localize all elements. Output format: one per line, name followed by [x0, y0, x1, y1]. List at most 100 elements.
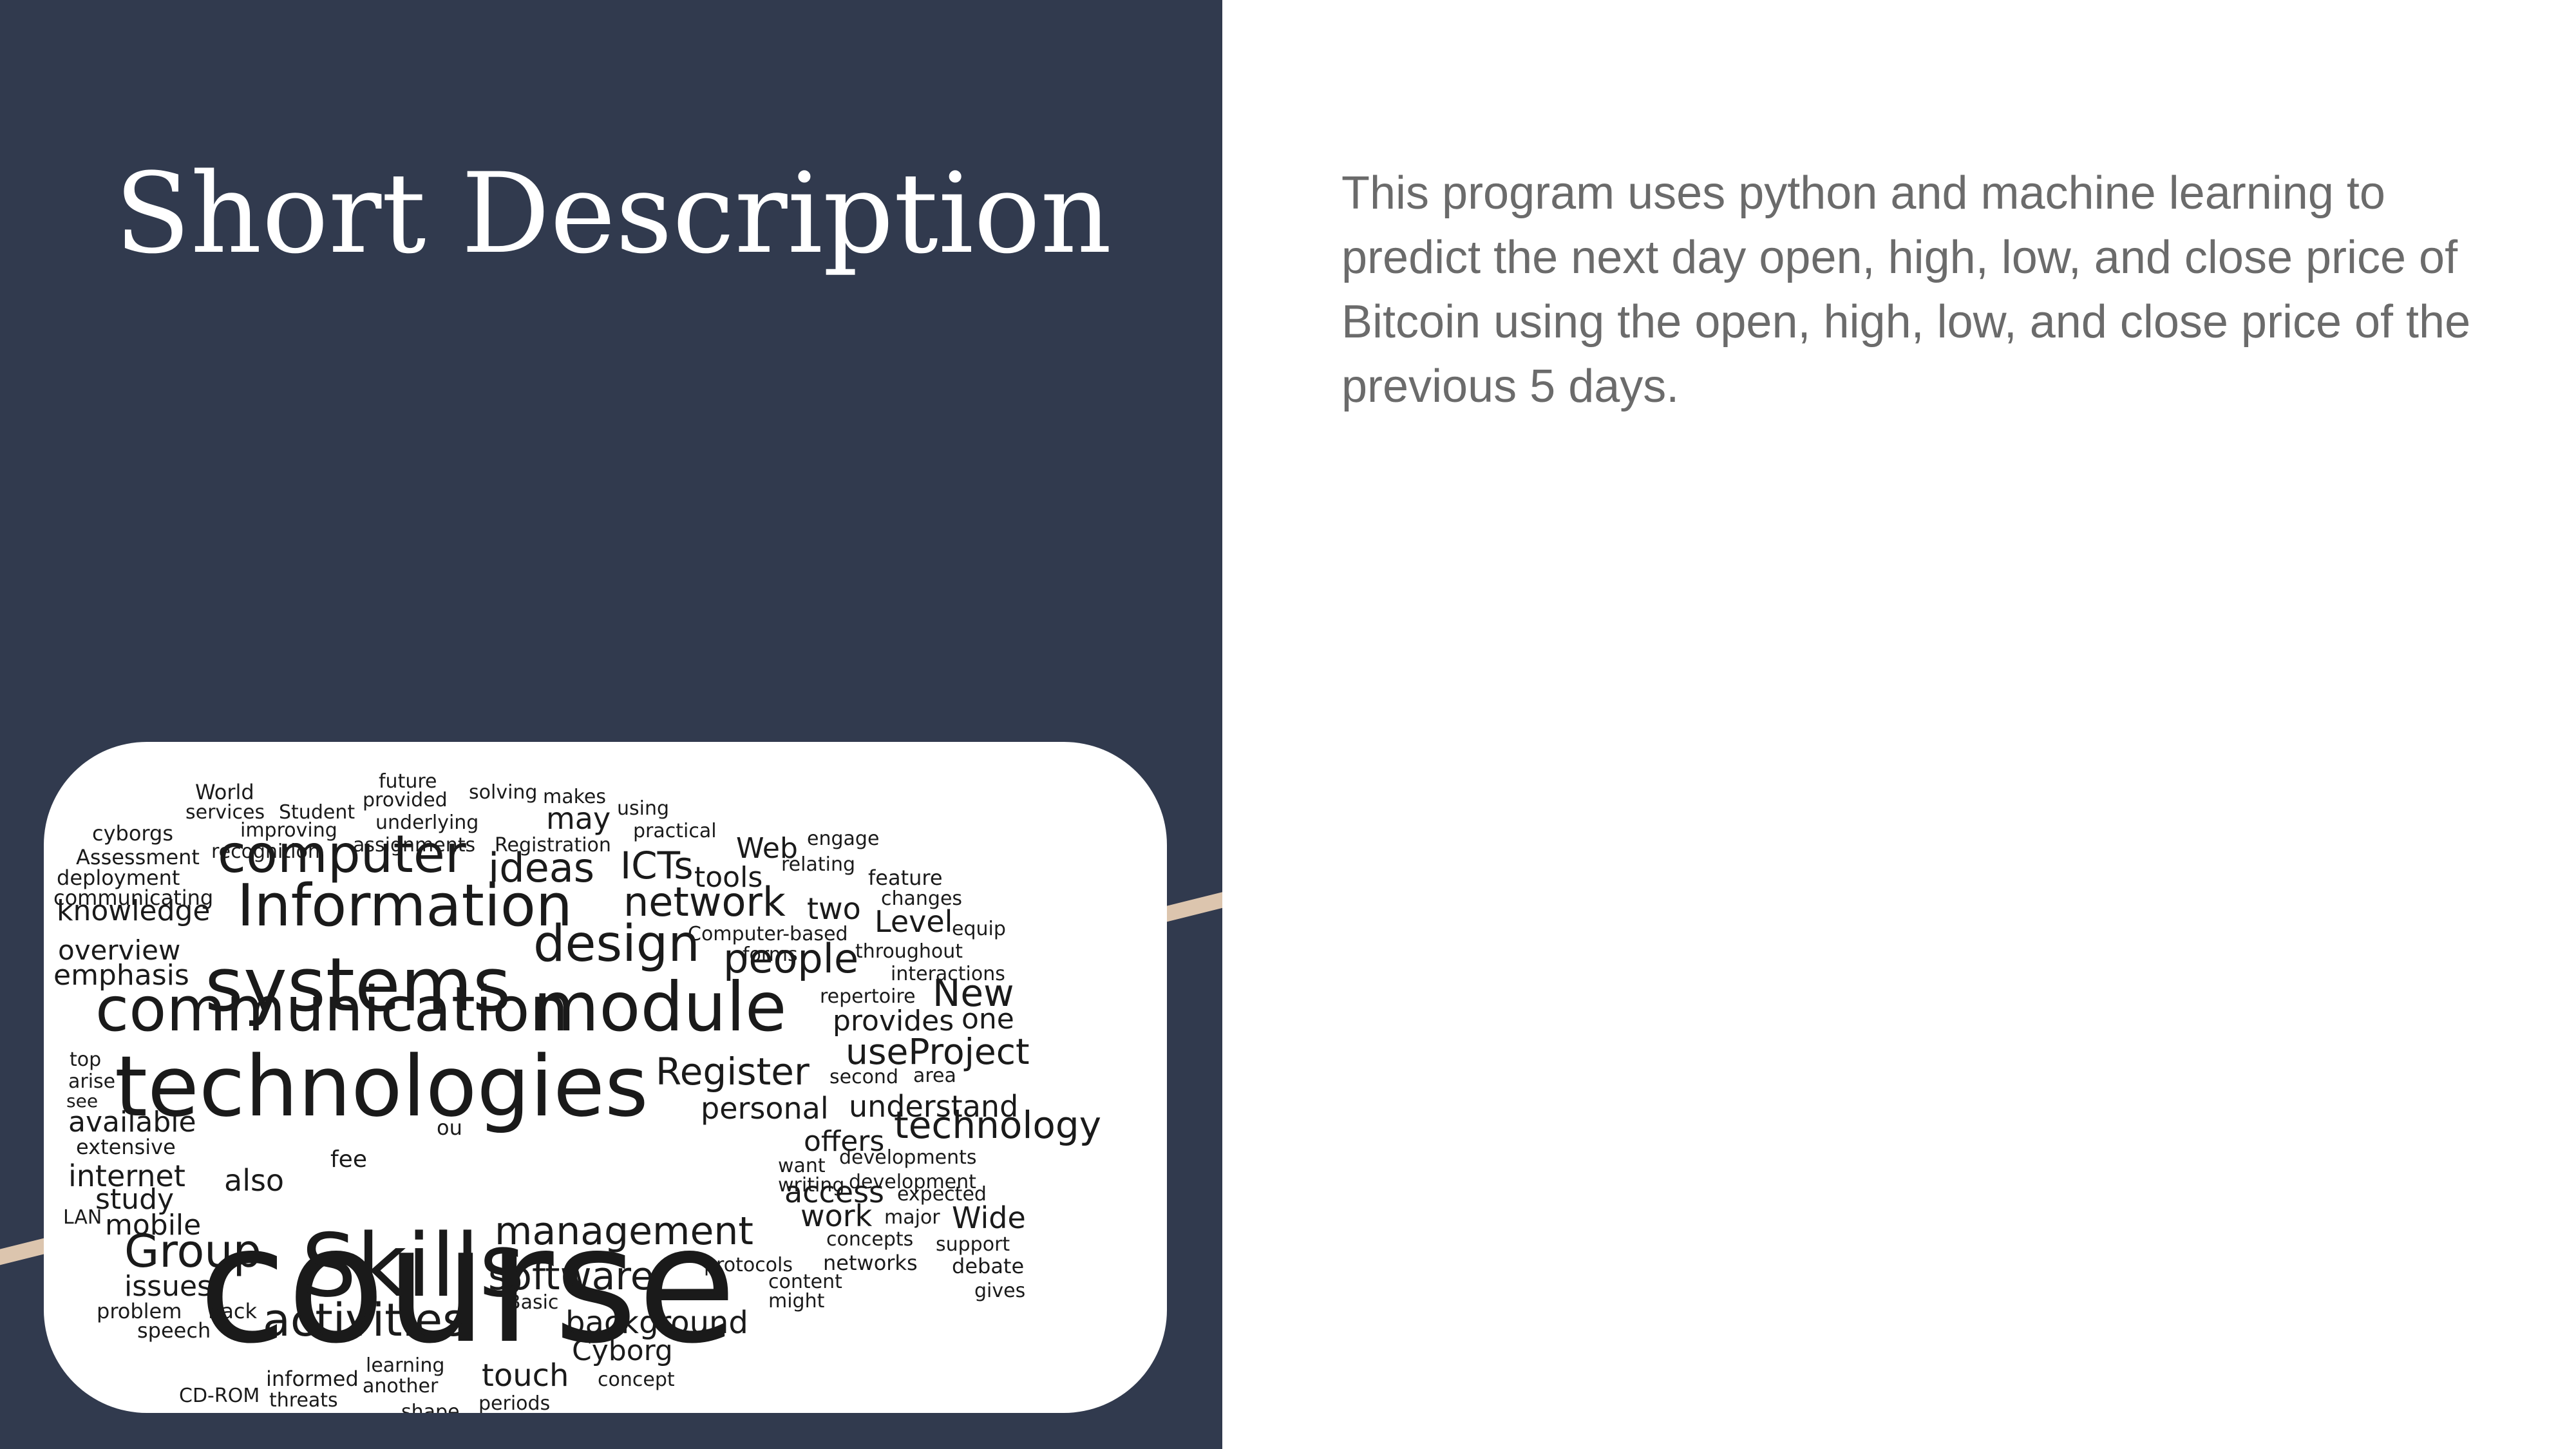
word-cloud-word: see: [66, 1090, 98, 1112]
word-cloud-word: course: [198, 1191, 737, 1379]
slide-title: Short Description: [115, 149, 1112, 278]
word-cloud-word: ou: [437, 1115, 462, 1140]
word-cloud-word: issues: [124, 1270, 212, 1303]
accent-line-right: [1157, 861, 1222, 923]
word-cloud-word: touch: [482, 1358, 569, 1394]
word-cloud-word: extensive: [76, 1135, 176, 1159]
word-cloud-word: development: [849, 1171, 976, 1193]
word-cloud-word: using: [617, 797, 669, 820]
word-cloud-word: another: [363, 1375, 439, 1397]
word-cloud-word: shape: [401, 1401, 460, 1413]
word-cloud-word: concepts: [826, 1228, 913, 1251]
word-cloud-word: top: [70, 1048, 101, 1071]
word-cloud-word: Information: [237, 872, 573, 940]
word-cloud-image: course technologies Skills systems communica…: [44, 742, 1167, 1413]
word-cloud-word: Student: [279, 801, 355, 824]
word-cloud-word: Computer-based: [688, 923, 848, 945]
word-cloud-word: want: [778, 1155, 826, 1177]
word-cloud-word: informed: [266, 1367, 359, 1391]
word-cloud-word: learning: [366, 1354, 444, 1377]
word-cloud-word: may: [546, 801, 611, 836]
word-cloud-word: communicating: [53, 886, 213, 910]
word-cloud-word: provided: [363, 789, 448, 811]
word-cloud-word: arise: [68, 1070, 115, 1093]
word-cloud-word: networks: [823, 1251, 918, 1275]
word-cloud-word: work: [800, 1198, 873, 1233]
word-cloud-word: ICTs: [620, 844, 694, 887]
word-cloud-word: LAN: [63, 1206, 102, 1229]
word-cloud-word: cyborgs: [92, 821, 173, 846]
word-cloud-word: gives: [974, 1280, 1025, 1302]
word-cloud-word: management: [495, 1209, 753, 1254]
word-cloud-word: two: [807, 891, 861, 926]
word-cloud-word: speech: [137, 1318, 211, 1343]
word-cloud-word: major: [884, 1206, 940, 1229]
word-cloud-word: network: [623, 878, 786, 925]
word-cloud-word: people: [723, 935, 858, 982]
word-cloud-word: Level: [875, 904, 952, 939]
word-cloud-word: Assessment: [76, 845, 200, 869]
word-cloud-word: makes: [543, 786, 606, 808]
word-cloud-word: emphasis: [53, 959, 189, 992]
word-cloud-word: module: [533, 968, 787, 1046]
word-cloud-word: area: [913, 1065, 956, 1087]
word-cloud-word: might: [768, 1290, 825, 1312]
word-cloud-word: underlying: [375, 811, 478, 834]
word-cloud-word: one: [961, 1003, 1014, 1036]
word-cloud-word: mobile: [105, 1209, 201, 1242]
word-cloud-word: Registration: [495, 834, 611, 857]
word-cloud-word: available: [68, 1106, 196, 1139]
word-cloud-word: communication: [95, 974, 569, 1045]
word-cloud-word: periods: [478, 1392, 550, 1413]
word-cloud-word: software: [488, 1254, 654, 1299]
word-cloud-word: content: [768, 1271, 842, 1293]
word-cloud-word: Register: [656, 1050, 810, 1094]
word-cloud-word: support: [936, 1233, 1010, 1256]
word-cloud-word: forms: [743, 943, 798, 966]
word-cloud-word: CD-ROM: [179, 1385, 260, 1407]
word-cloud-word: offers: [804, 1125, 884, 1158]
word-cloud-word: technologies: [115, 1037, 649, 1135]
word-cloud-word: relating: [781, 853, 855, 876]
word-cloud-word: understand: [849, 1089, 1018, 1124]
word-cloud-word: Basic: [507, 1291, 558, 1314]
word-cloud-word: background: [565, 1305, 748, 1341]
word-cloud-word: back: [208, 1299, 258, 1323]
word-cloud-word: deployment: [57, 866, 180, 890]
word-cloud: coursetechnologiesSkillssystemscommunica…: [53, 770, 1101, 1413]
word-cloud-word: useProject: [846, 1031, 1030, 1072]
word-cloud-word: expected: [897, 1183, 987, 1206]
word-cloud-word: interactions: [891, 963, 1005, 985]
word-cloud-word: protocols: [704, 1254, 793, 1276]
word-cloud-word: internet: [68, 1159, 185, 1193]
word-cloud-word: debate: [952, 1254, 1024, 1278]
word-cloud-word: tools: [694, 861, 762, 894]
word-cloud-word: personal: [701, 1091, 829, 1126]
word-cloud-word: knowledge: [57, 895, 211, 927]
word-cloud-word: computer: [218, 824, 466, 884]
word-cloud-word: services: [185, 801, 265, 824]
word-cloud-word: overview: [58, 934, 180, 966]
word-cloud-word: assignments: [353, 834, 475, 857]
word-cloud-word: feature: [868, 866, 943, 890]
word-cloud-word: ideas: [488, 844, 594, 891]
word-cloud-word: equip: [952, 918, 1006, 940]
word-cloud-word: concept: [598, 1368, 675, 1391]
word-cloud-word: technology: [894, 1103, 1101, 1147]
word-cloud-word: solving: [469, 781, 537, 804]
word-cloud-word: Web: [736, 832, 798, 865]
word-cloud-word: also: [224, 1163, 284, 1198]
word-cloud-word: activities: [263, 1294, 466, 1347]
word-cloud-word: improving: [240, 819, 337, 842]
word-cloud-word: recognition: [211, 840, 320, 863]
word-cloud-word: future: [379, 770, 437, 793]
word-cloud-word: changes: [881, 887, 962, 910]
word-cloud-word: provides: [833, 1005, 954, 1037]
word-cloud-word: fee: [330, 1146, 367, 1173]
word-cloud-word: Skills: [301, 1215, 525, 1316]
word-cloud-word: threats: [269, 1389, 338, 1412]
word-cloud-word: problem: [97, 1299, 182, 1323]
word-cloud-word: New: [933, 971, 1014, 1015]
word-cloud-word: writing: [778, 1174, 844, 1197]
left-panel: Short Description course technologies Skil…: [0, 0, 1222, 1449]
